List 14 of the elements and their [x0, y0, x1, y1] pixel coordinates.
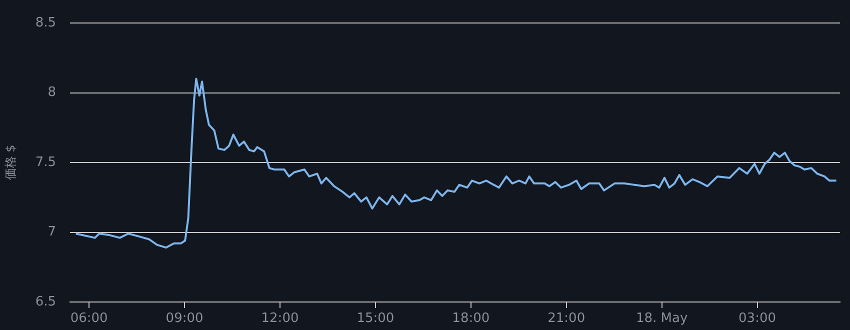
y-axis-title: 価格 $: [3, 144, 18, 180]
x-tick-label: 06:00: [70, 311, 108, 326]
y-tick-label: 8.5: [35, 15, 56, 30]
x-tick-label: 18. May: [636, 311, 688, 326]
x-tick-label: 18:00: [452, 311, 490, 326]
x-tick-label: 21:00: [548, 311, 586, 326]
x-tick-label: 09:00: [166, 311, 204, 326]
y-tick-label: 8: [48, 85, 56, 100]
x-tick-label: 12:00: [261, 311, 299, 326]
y-tick-label: 6.5: [35, 294, 56, 310]
y-tick-label: 7: [48, 224, 56, 240]
x-tick-label: 15:00: [356, 311, 394, 326]
x-tick-label: 03:00: [738, 311, 776, 326]
y-tick-label: 7.5: [35, 154, 56, 170]
